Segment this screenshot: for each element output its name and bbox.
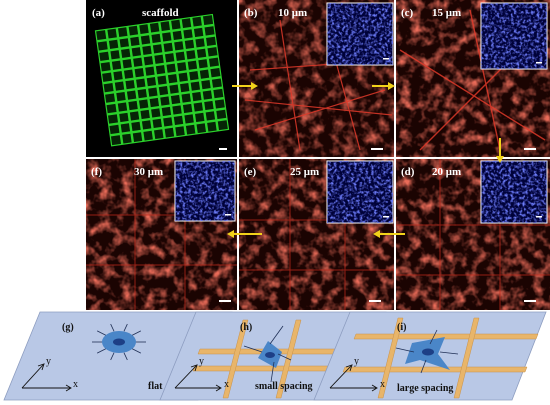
x-axis-label: x (380, 379, 385, 390)
panel-f-title: 30 μm (134, 166, 163, 178)
fibers (342, 317, 539, 399)
panel-c: (c) 15 μm (396, 0, 550, 157)
xy-axes (329, 364, 378, 392)
panel-c-title: 15 μm (432, 7, 461, 19)
nucleus-shape (113, 338, 125, 346)
panel-d-title: 20 μm (432, 166, 461, 178)
schematic-i: x y (i) large spacing (313, 311, 547, 401)
scale-bar (369, 300, 381, 302)
y-axis-label: y (199, 356, 204, 367)
scale-bar (524, 148, 536, 150)
panel-i-label: (i) (397, 322, 406, 333)
y-axis-label: y (46, 356, 51, 367)
panel-b: (b) 10 μm (239, 0, 394, 157)
arrow-left-e-f (227, 230, 262, 238)
panel-e-label: (e) (244, 166, 257, 178)
panel-h-label: (h) (240, 322, 252, 333)
y-axis-label: y (354, 356, 359, 367)
panel-e-title: 25 μm (290, 166, 319, 178)
arrow-right-a-b (232, 82, 258, 90)
xy-axes (21, 363, 72, 392)
panel-g-caption: flat (148, 381, 163, 392)
nucleus-shape (422, 348, 434, 356)
arrow-down-c-d (496, 138, 504, 163)
panel-a-label: (a) (92, 7, 105, 19)
panel-f: (f) 30 μm (86, 159, 237, 310)
panel-c-label: (c) (401, 7, 414, 19)
xy-axes (174, 364, 222, 392)
x-axis-label: x (224, 379, 229, 390)
panel-i-caption: large spacing (397, 383, 453, 394)
panel-d-label: (d) (401, 166, 415, 178)
panel-a-title: scaffold (142, 7, 179, 19)
panel-b-label: (b) (244, 7, 258, 19)
panel-h-caption: small spacing (255, 381, 313, 392)
panel-e: (e) 25 μm (239, 159, 394, 310)
scale-bar (371, 148, 383, 150)
panel-f-label: (f) (91, 166, 102, 178)
process-arrows (227, 82, 504, 238)
arrow-right-b-c (372, 82, 395, 90)
nucleus-shape (265, 352, 275, 358)
scale-bar (524, 300, 536, 302)
scale-bar (219, 148, 227, 150)
scale-bar (219, 300, 231, 302)
panel-a: (a) scaffold (86, 0, 237, 157)
x-axis-label: x (73, 379, 78, 390)
panel-b-title: 10 μm (278, 7, 307, 19)
panel-d: (d) 20 μm (396, 159, 550, 310)
panel-g-label: (g) (62, 322, 74, 333)
arrow-left-d-e (373, 230, 405, 238)
